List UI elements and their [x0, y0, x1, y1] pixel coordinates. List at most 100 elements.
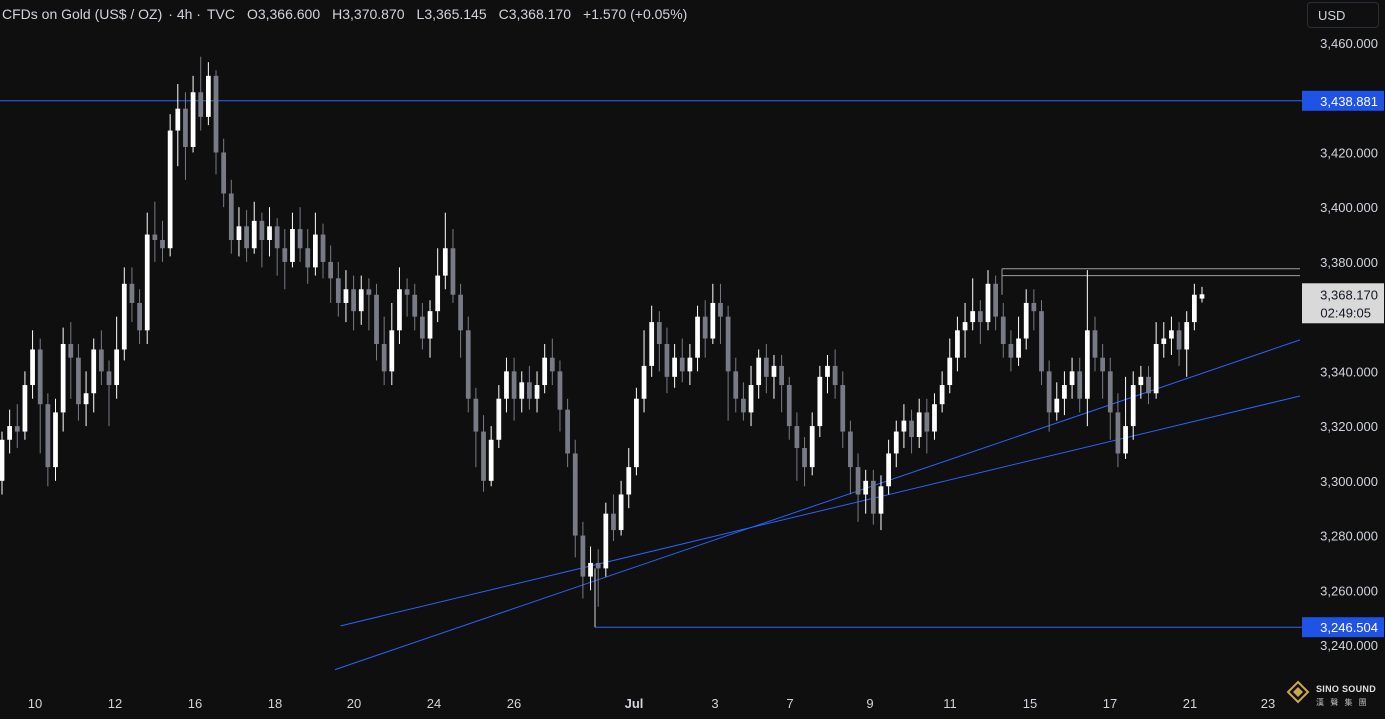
candle-body [53, 412, 58, 468]
candle-body [1184, 322, 1190, 350]
candle-body [511, 371, 517, 399]
candle-body [1130, 385, 1136, 427]
trendlines-layer [334, 339, 1301, 671]
time-tick-label: 17 [1103, 696, 1117, 711]
candle-body [588, 562, 593, 577]
candle-body [297, 229, 303, 249]
candle-body [695, 316, 700, 358]
price-tick-label: 3,260.000 [1320, 583, 1378, 598]
candle-body [687, 357, 693, 372]
candle-body [190, 92, 196, 147]
candle-body [901, 420, 907, 432]
time-tick-label: 11 [943, 696, 957, 711]
candle-body [1062, 385, 1067, 399]
candle-body [985, 283, 991, 323]
interval-label: · 4h · [168, 6, 201, 22]
price-tick-label: 3,340.000 [1320, 364, 1378, 379]
candle-body [534, 385, 540, 399]
candle-body [30, 349, 35, 386]
candle-body [305, 248, 311, 268]
candle-body [343, 289, 349, 303]
time-tick-label: 15 [1023, 696, 1037, 711]
source-label: TVC [206, 6, 235, 22]
candle-body [404, 289, 410, 295]
candle-body [702, 316, 708, 339]
candle-body [167, 130, 173, 249]
candle-body [1092, 330, 1098, 358]
candle-body [1084, 330, 1090, 399]
candle-body [465, 330, 471, 399]
symbol-legend[interactable]: CFDs on Gold (US$ / OZ) · 4h · TVC O3,36… [2, 6, 687, 22]
trendline [340, 395, 1301, 627]
candle-body [221, 152, 227, 194]
time-axis[interactable]: 10 12 16 18 20 24 26 Jul 3 7 9 11 15 17 21 23 [28, 696, 1275, 711]
candle-body [76, 357, 81, 405]
candle-body [1107, 371, 1113, 413]
candle-body [1039, 311, 1044, 372]
marked-price-badge [1302, 90, 1384, 111]
price-labels-layer: 3,438.881 3,246.504 3,368.170 02:49:05 [1302, 90, 1384, 638]
price-axis[interactable]: 3,460.000 3,420.000 3,400.000 3,380.000 3,34… [1302, 0, 1385, 680]
time-tick-label: Jul [625, 696, 644, 711]
candle-body [733, 371, 739, 399]
candle-body [351, 289, 356, 312]
candle-body [412, 294, 418, 317]
candle-body [488, 439, 494, 481]
candle-body [748, 385, 754, 413]
candle-body [771, 365, 777, 377]
candle-body [962, 322, 968, 331]
candle-body [504, 371, 509, 399]
candle-body [878, 486, 884, 514]
time-tick-label: 10 [28, 696, 42, 711]
candle-body [809, 426, 815, 468]
candle-body [7, 426, 13, 440]
candle-body [183, 108, 188, 147]
marked-price-badge [1302, 617, 1384, 638]
price-tick-label: 3,380.000 [1320, 255, 1378, 270]
candle-body [527, 382, 532, 399]
candle-body [656, 322, 662, 344]
currency-selector[interactable]: USD [1307, 2, 1379, 28]
candle-body [756, 357, 762, 386]
low-value: L3,365.145 [416, 6, 487, 22]
candle-body [611, 513, 616, 531]
candle-body [1054, 398, 1060, 413]
candle-body [496, 398, 502, 440]
candle-body [580, 535, 586, 577]
candle-body [1123, 426, 1128, 454]
candle-body [290, 229, 295, 262]
current-price-label: 3,368.170 [1320, 287, 1378, 302]
symbol-name[interactable]: CFDs on Gold (US$ / OZ) [2, 6, 163, 22]
candle-body [381, 344, 387, 372]
high-value: H3,370.870 [332, 6, 405, 22]
candle-body [60, 344, 66, 413]
time-tick-label: 21 [1183, 696, 1197, 711]
candle-body [916, 412, 922, 438]
candles-layer [0, 56, 1205, 607]
candle-body [1169, 330, 1174, 339]
candle-body [817, 376, 823, 427]
candle-body [282, 248, 288, 262]
candle-body [206, 75, 211, 117]
candle-body [420, 316, 425, 339]
candle-body [1031, 302, 1037, 312]
marked-price-label: 3,438.881 [1320, 94, 1378, 109]
candle-body [83, 393, 89, 405]
candle-body [725, 316, 731, 372]
time-tick-label: 7 [786, 696, 793, 711]
candle-body [786, 385, 792, 427]
candle-body [236, 226, 242, 241]
candle-body [160, 240, 165, 249]
candle-body [114, 349, 120, 386]
candle-body [152, 234, 158, 241]
candle-body [634, 398, 639, 468]
candle-body [947, 357, 953, 386]
candle-body [98, 349, 104, 372]
candle-body [595, 562, 601, 569]
candle-body [519, 382, 525, 399]
candle-body [557, 371, 563, 410]
time-tick-label: 3 [711, 696, 718, 711]
candle-body [1023, 302, 1029, 339]
